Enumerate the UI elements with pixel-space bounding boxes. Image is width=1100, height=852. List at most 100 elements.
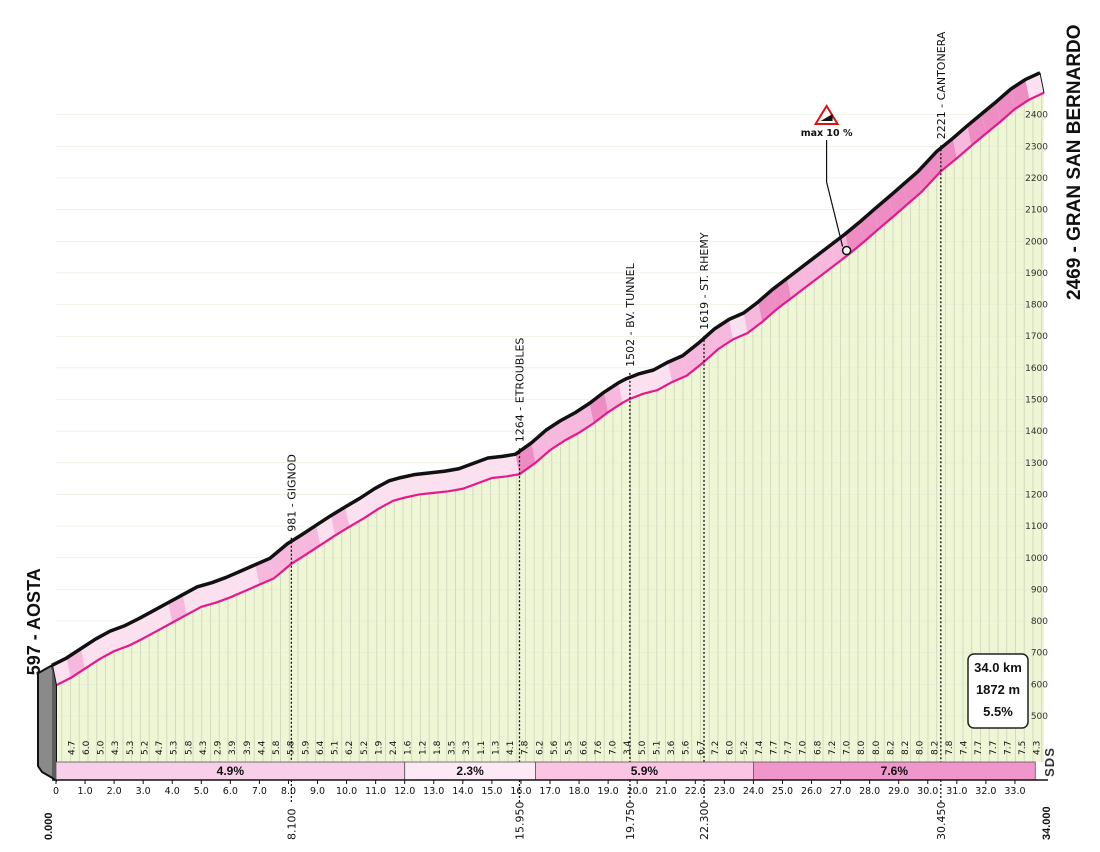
gradient-bands: 4.9% 2.3% 5.9% 7.6%	[55, 761, 1036, 781]
y-tick-label: 1400	[1025, 427, 1048, 437]
km-gradient-label: 5.8	[287, 740, 297, 755]
x-tick-label: 1.0	[78, 786, 93, 797]
ribbon-segment	[888, 184, 908, 217]
x-tick-label: 33.0	[1004, 786, 1025, 797]
slope-icon	[820, 114, 833, 121]
km-gradient-label: 7.7	[1003, 741, 1013, 755]
km-gradient-label: 1.2	[418, 741, 428, 755]
waypoint-label: 1264 - ETROUBLES	[513, 338, 526, 443]
ribbon-segment	[981, 101, 1001, 134]
ribbon-segment	[874, 196, 893, 230]
km-gradient-label: 3.5	[448, 741, 458, 755]
finish-label: 2469 - GRAN SAN BERNARDO	[1064, 24, 1085, 300]
km-gradient-label: 5.3	[170, 741, 180, 755]
km-gradient-label: 7.8	[945, 740, 955, 755]
y-tick-label: 1800	[1025, 301, 1048, 311]
km-gradient-labels: 4.7 6.0 5.0 4.3 5.3 5.2 4.7 5.3 5.8 4.3 2.9 3.9 3.9 4…	[67, 740, 1042, 755]
x-tick-label: 28.0	[859, 786, 880, 797]
y-tick-label: 2300	[1025, 142, 1048, 152]
km-gradient-label: 5.2	[740, 741, 750, 755]
ribbon-segment	[444, 468, 463, 492]
km-gradient-label: 7.0	[843, 740, 853, 755]
x-tick-label: 31.0	[946, 786, 967, 797]
ribbon-segment	[110, 625, 129, 652]
gradient-band-label: 7.6%	[881, 764, 909, 778]
x-tick-label: 18.0	[568, 786, 589, 797]
ribbon-end-cap	[1039, 72, 1045, 93]
max-gradient-leader	[825, 140, 844, 247]
ribbon-segment	[917, 151, 941, 192]
gradient-band-label: 5.9%	[631, 764, 659, 778]
km-gradient-label: 7.4	[755, 740, 765, 755]
km-gradient-label: 1.1	[477, 741, 487, 755]
waypoint-label: 981 - GIGNOD	[285, 454, 298, 532]
km-gradient-label: 8.2	[901, 741, 911, 755]
ribbon-segment	[625, 373, 643, 399]
km-gradient-label: 4.3	[199, 741, 209, 755]
km-gradient-label: 6.0	[82, 740, 92, 755]
km-gradient-label: 2.9	[214, 740, 224, 755]
km-gradient-label: 5.1	[652, 741, 662, 755]
km-gradient-label: 4.3	[1033, 741, 1043, 755]
ribbon-segment	[269, 543, 292, 579]
x-tick-label: 9.0	[310, 786, 325, 797]
x-tick-label: 8.0	[281, 786, 296, 797]
y-tick-label: 600	[1031, 680, 1048, 690]
x-tick-label: 24.0	[743, 786, 764, 797]
x-tick-label: 5.0	[194, 786, 209, 797]
x-tick-label: 26.0	[801, 786, 822, 797]
km-gradient-label: 4.7	[155, 741, 165, 755]
waypoint-km-label: 8.100	[285, 809, 298, 841]
km-gradient-label: 7.7	[989, 741, 999, 755]
ribbon-segment	[429, 471, 449, 493]
y-tick-label: 700	[1031, 649, 1048, 659]
km-gradient-label: 7.8	[521, 740, 531, 755]
x-tick-label: 20.0	[627, 786, 648, 797]
km-gradient-label: 3.3	[462, 741, 472, 755]
km-gradient-label: 6.8	[813, 740, 823, 755]
x-tick-label: 17.0	[539, 786, 560, 797]
y-tick-label: 1500	[1025, 396, 1048, 406]
ribbon-segment	[226, 570, 245, 598]
max-gradient-marker: max 10 %	[801, 104, 853, 256]
x-tick-label: 13.0	[423, 786, 444, 797]
km-gradient-label: 8.2	[886, 741, 896, 755]
gradient-band-label: 2.3%	[456, 764, 484, 778]
max-gradient-point	[841, 245, 852, 256]
x-tick-label: 6.0	[223, 786, 238, 797]
y-tick-label: 2400	[1025, 111, 1048, 121]
y-tick-label: 1700	[1025, 332, 1048, 342]
km-gradient-label: 6.2	[345, 741, 355, 755]
ribbon-segment	[729, 313, 748, 340]
sds-logo: SDS	[1042, 747, 1057, 777]
y-tick-label: 900	[1031, 585, 1048, 595]
ribbon-segment	[415, 472, 434, 495]
km-gradient-label: 3.6	[667, 740, 677, 755]
x-tick-label: 16.0	[510, 786, 531, 797]
summary-avg-gradient: 5.5%	[983, 704, 1013, 719]
y-tick-label: 800	[1031, 617, 1048, 627]
y-tick-label: 1200	[1025, 490, 1048, 500]
km-gradient-label: 7.5	[1018, 741, 1028, 755]
km-gradient-label: 4.1	[506, 741, 516, 755]
max-gradient-label: max 10 %	[801, 128, 853, 139]
km-gradient-label: 7.6	[594, 740, 604, 755]
ribbon-segment	[668, 355, 687, 383]
x-tick-label: 14.0	[452, 786, 473, 797]
y-axis: 500 600 700 800 900 1000 1100 1200 1300 1400 1500 1…	[1025, 111, 1048, 722]
x-tick-label: 11.0	[365, 786, 386, 797]
start-label: 597 - AOSTA	[24, 568, 44, 675]
warning-triangle-icon	[813, 104, 840, 125]
km-gradient-label: 5.8	[272, 740, 282, 755]
waypoint-km-label: 30.450	[935, 802, 948, 841]
ribbon-segment	[400, 474, 420, 498]
km-gradient-label: 8.0	[916, 740, 926, 755]
ribbon-segment	[845, 221, 864, 254]
ribbon-segment	[389, 477, 405, 501]
ribbon-segment	[952, 125, 972, 159]
km-gradient-label: 5.3	[126, 741, 136, 755]
x-tick-label: 21.0	[656, 786, 677, 797]
km-gradient-label: 4.7	[67, 741, 77, 755]
x-tick-label: 27.0	[830, 786, 851, 797]
km-gradient-label: 7.7	[769, 741, 779, 755]
